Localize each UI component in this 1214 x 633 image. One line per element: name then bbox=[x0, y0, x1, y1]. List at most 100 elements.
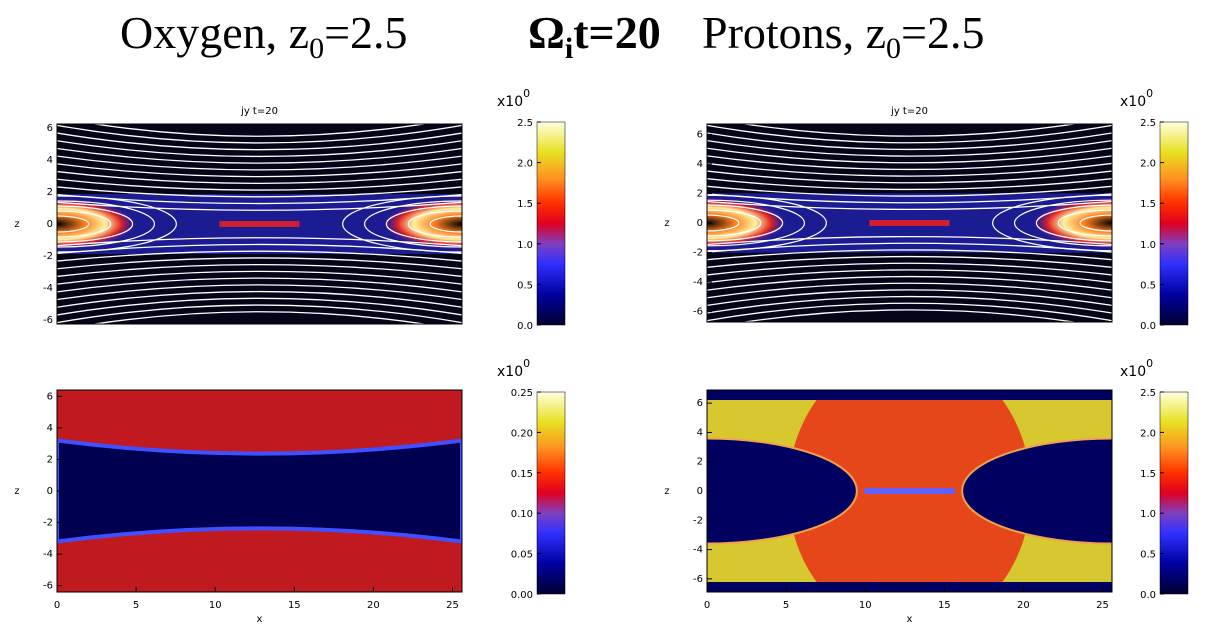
y-tick-label: -2 bbox=[43, 251, 53, 262]
x-tick-label: 20 bbox=[1017, 600, 1030, 611]
loop bbox=[57, 195, 177, 253]
field-line bbox=[707, 269, 1112, 284]
y-label: z bbox=[664, 486, 669, 497]
plot-image bbox=[57, 390, 462, 592]
loop bbox=[57, 200, 156, 248]
y-tick-label: 2 bbox=[47, 454, 53, 465]
cb-tick-label: 0.05 bbox=[511, 550, 533, 561]
field-line bbox=[707, 289, 1112, 307]
cb-tick-label: 2.5 bbox=[1140, 118, 1156, 129]
field-line bbox=[57, 284, 462, 301]
field-line bbox=[740, 124, 1079, 137]
field-line bbox=[707, 139, 1112, 157]
field-line bbox=[707, 255, 1112, 268]
loop bbox=[385, 205, 462, 243]
field-line bbox=[707, 302, 1112, 322]
loop bbox=[992, 194, 1112, 252]
loop bbox=[407, 210, 462, 238]
cb-exponent: x100 bbox=[497, 87, 530, 110]
field-line bbox=[707, 155, 1112, 171]
field-line bbox=[707, 200, 1112, 211]
x-tick-label: 5 bbox=[133, 600, 139, 611]
x-tick-label: 5 bbox=[783, 600, 789, 611]
y-label: z bbox=[664, 218, 669, 229]
x-label: x bbox=[907, 614, 913, 625]
exp-power: 0 bbox=[1146, 87, 1153, 100]
bottom-strip bbox=[707, 582, 1112, 592]
cb-tick-label: 2.5 bbox=[1140, 388, 1156, 399]
loop bbox=[1079, 214, 1112, 232]
exp-power: 0 bbox=[523, 87, 530, 100]
exp-base: x10 bbox=[1120, 94, 1146, 110]
colorbar bbox=[1159, 121, 1189, 326]
top-strip bbox=[707, 390, 1112, 400]
y-tick-label: 6 bbox=[697, 129, 703, 140]
y-tick-label: 4 bbox=[697, 427, 703, 438]
title-middle: Ωit=20 bbox=[528, 7, 661, 65]
field-line bbox=[57, 277, 462, 293]
loop bbox=[1013, 199, 1112, 247]
field-line bbox=[57, 237, 462, 247]
y-label: z bbox=[14, 219, 19, 230]
y-tick-label: 4 bbox=[47, 155, 53, 166]
loop bbox=[429, 215, 462, 233]
o-point bbox=[1031, 197, 1112, 249]
xline bbox=[869, 220, 950, 226]
loop bbox=[1035, 204, 1112, 242]
cb-tick-label: 0.0 bbox=[1140, 590, 1156, 601]
field-line bbox=[57, 304, 462, 324]
field-line bbox=[707, 262, 1112, 276]
field-line bbox=[57, 163, 462, 178]
exp-power: 0 bbox=[523, 357, 530, 370]
y-tick-label: -4 bbox=[693, 277, 703, 288]
exp-base: x10 bbox=[497, 94, 523, 110]
field-line bbox=[57, 170, 462, 184]
cb-tick-label: 1.5 bbox=[1140, 199, 1156, 210]
x-tick-label: 25 bbox=[446, 600, 459, 611]
x-tick-label: 0 bbox=[704, 600, 710, 611]
y-tick-label: -6 bbox=[693, 574, 703, 585]
colorbar bbox=[536, 121, 566, 326]
title-left: Oxygen, z0=2.5 bbox=[120, 7, 408, 65]
y-tick-label: -4 bbox=[43, 549, 53, 560]
field-line bbox=[707, 132, 1112, 151]
o-point bbox=[381, 198, 462, 250]
exp-base: x10 bbox=[497, 364, 523, 380]
field-line bbox=[707, 147, 1112, 164]
field-line bbox=[57, 264, 462, 278]
field-line bbox=[90, 311, 429, 324]
x-tick-label: 15 bbox=[938, 600, 951, 611]
field-line bbox=[707, 282, 1112, 299]
cb-tick-label: 0.5 bbox=[517, 280, 533, 291]
loop bbox=[1057, 209, 1112, 237]
cb-tick-label: 0.5 bbox=[1140, 550, 1156, 561]
field-line bbox=[90, 124, 429, 137]
field-line bbox=[57, 186, 462, 198]
y-tick-label: 0 bbox=[697, 486, 703, 497]
cb-tick-label: 0.0 bbox=[517, 321, 533, 332]
field-line bbox=[707, 295, 1112, 314]
field-line bbox=[707, 249, 1112, 261]
o-point bbox=[57, 198, 138, 250]
field-line bbox=[707, 235, 1112, 246]
field-line bbox=[707, 162, 1112, 177]
xline bbox=[219, 221, 300, 227]
x-tick-label: 15 bbox=[288, 600, 301, 611]
y-tick-label: 4 bbox=[697, 159, 703, 170]
y-tick-label: -4 bbox=[43, 283, 53, 294]
y-tick-label: 2 bbox=[697, 457, 703, 468]
field-line bbox=[57, 140, 462, 158]
field-line bbox=[57, 147, 462, 164]
y-tick-label: 0 bbox=[47, 486, 53, 497]
field-line bbox=[707, 185, 1112, 197]
field-line bbox=[57, 270, 462, 285]
y-tick-label: -6 bbox=[693, 307, 703, 318]
x-tick-label: 20 bbox=[367, 600, 380, 611]
cb-tick-label: 0.15 bbox=[511, 469, 533, 480]
y-tick-label: -2 bbox=[693, 248, 703, 259]
cb-tick-label: 2.0 bbox=[1140, 428, 1156, 439]
x-tick-label: 0 bbox=[54, 600, 60, 611]
o-point bbox=[707, 197, 788, 249]
x-tick-label: 10 bbox=[859, 600, 872, 611]
loop bbox=[57, 210, 112, 238]
